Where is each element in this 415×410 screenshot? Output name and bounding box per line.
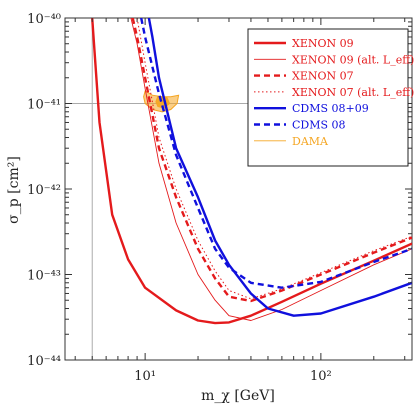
legend-label-6: DAMA [292, 135, 329, 148]
tick-labels: 10¹ 10² 10⁻⁴⁰ 10⁻⁴¹ 10⁻⁴² 10⁻⁴³ 10⁻⁴⁴ [27, 12, 332, 384]
y-tick-label-0: 10⁻⁴⁰ [27, 12, 61, 27]
y-tick-label-2: 10⁻⁴² [27, 183, 61, 198]
y-tick-label-3: 10⁻⁴³ [27, 269, 61, 284]
legend: XENON 09 XENON 09 (alt. L_eff) XENON 07 XEN… [247, 28, 414, 167]
legend-label-0: XENON 09 [292, 37, 354, 50]
series-line-1 [130, 18, 412, 321]
y-tick-label-4: 10⁻⁴⁴ [27, 354, 61, 369]
series-line-4 [147, 18, 412, 317]
legend-label-4: CDMS 08+09 [292, 102, 369, 115]
legend-label-1: XENON 09 (alt. L_eff) [292, 53, 414, 66]
series-line-5 [140, 18, 412, 289]
axis-ticks [65, 18, 412, 361]
x-tick-label-0: 10¹ [134, 369, 156, 384]
series-line-0 [91, 18, 412, 325]
legend-box [247, 28, 409, 167]
y-tick-label-1: 10⁻⁴¹ [27, 98, 61, 113]
x-tick-label-1: 10² [310, 369, 332, 384]
legend-label-2: XENON 07 [292, 70, 354, 83]
series-layer [91, 18, 412, 325]
x-axis-title: m_χ [GeV] [201, 388, 275, 404]
legend-label-3: XENON 07 (alt. L_eff) [292, 86, 414, 99]
series-line-2 [131, 18, 412, 303]
y-axis-title: σ_p [cm²] [6, 156, 22, 224]
series-line-3 [136, 18, 412, 300]
legend-label-5: CDMS 08 [292, 119, 346, 132]
